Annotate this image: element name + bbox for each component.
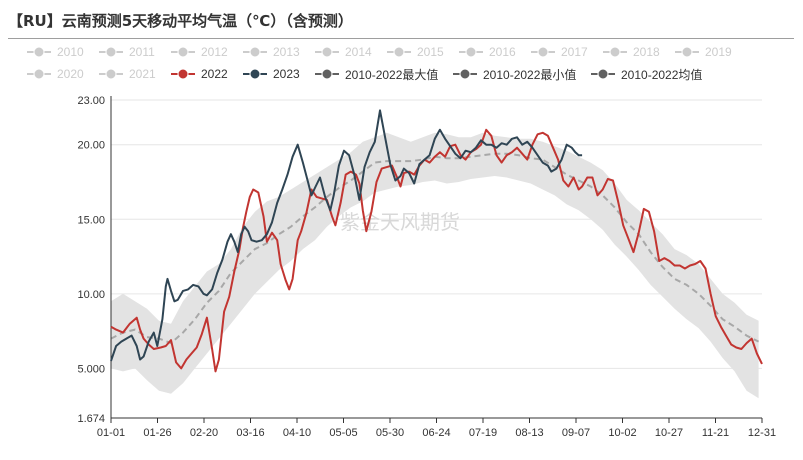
legend-marker-icon bbox=[27, 46, 51, 58]
legend-marker-icon bbox=[99, 46, 123, 58]
legend-marker-icon bbox=[603, 46, 627, 58]
x-tick-label: 11-21 bbox=[702, 427, 729, 439]
legend-marker-icon bbox=[243, 46, 267, 58]
legend-item-2016[interactable]: 2016 bbox=[458, 42, 516, 62]
chart-title: 【RU】云南预测5天移动平均气温（℃）（含预测） bbox=[8, 12, 353, 30]
x-tick-label: 05-30 bbox=[376, 427, 404, 439]
legend-item-2018[interactable]: 2018 bbox=[602, 42, 660, 62]
title-divider bbox=[8, 38, 794, 39]
x-tick-label: 05-05 bbox=[329, 427, 357, 439]
x-tick-label: 06-24 bbox=[422, 427, 450, 439]
x-tick-label: 09-07 bbox=[562, 427, 590, 439]
legend-label: 2010-2022最大值 bbox=[345, 67, 439, 82]
legend-label: 2019 bbox=[705, 45, 732, 59]
x-tick-label: 08-13 bbox=[515, 427, 543, 439]
y-tick-label: 23.00 bbox=[77, 95, 105, 107]
x-tick-label: 10-27 bbox=[655, 427, 683, 439]
y-tick-label: 5.000 bbox=[77, 363, 105, 375]
legend-label: 2017 bbox=[561, 45, 588, 59]
legend-marker-icon bbox=[99, 68, 123, 80]
legend-item-2014[interactable]: 2014 bbox=[314, 42, 372, 62]
watermark-text: 紫金天风期货 bbox=[340, 210, 460, 234]
legend-label: 2012 bbox=[201, 45, 228, 59]
legend-marker-icon bbox=[387, 46, 411, 58]
legend-marker-icon bbox=[675, 46, 699, 58]
x-tick-label: 02-20 bbox=[190, 427, 218, 439]
x-tick-label: 01-26 bbox=[143, 427, 171, 439]
legend-item-2010-2022-[interactable]: 2010-2022最小值 bbox=[452, 64, 576, 84]
legend-label: 2020 bbox=[57, 67, 84, 81]
legend-label: 2016 bbox=[489, 45, 516, 59]
y-tick-label: 1.674 bbox=[77, 413, 105, 425]
legend-marker-icon bbox=[243, 68, 267, 80]
x-tick-label: 10-02 bbox=[608, 427, 636, 439]
legend-label: 2010 bbox=[57, 45, 84, 59]
legend-label: 2015 bbox=[417, 45, 444, 59]
legend-marker-icon bbox=[315, 46, 339, 58]
legend-label: 2018 bbox=[633, 45, 660, 59]
legend-item-2021[interactable]: 2021 bbox=[98, 64, 156, 84]
legend-label: 2011 bbox=[129, 45, 155, 59]
legend-marker-icon bbox=[171, 46, 195, 58]
legend-item-2013[interactable]: 2013 bbox=[242, 42, 300, 62]
legend-item-2010-2022-[interactable]: 2010-2022均值 bbox=[590, 64, 702, 84]
y-tick-label: 20.00 bbox=[77, 140, 105, 152]
legend-item-2011[interactable]: 2011 bbox=[98, 42, 155, 62]
x-tick-label: 07-19 bbox=[469, 427, 497, 439]
x-tick-label: 04-10 bbox=[283, 427, 311, 439]
legend-item-2023[interactable]: 2023 bbox=[242, 64, 300, 84]
legend-label: 2022 bbox=[201, 67, 228, 81]
legend-label: 2023 bbox=[273, 67, 300, 81]
y-tick-label: 10.00 bbox=[77, 289, 105, 301]
legend-label: 2013 bbox=[273, 45, 300, 59]
y-tick-label: 15.00 bbox=[77, 214, 105, 226]
legend-item-2017[interactable]: 2017 bbox=[530, 42, 588, 62]
legend-marker-icon bbox=[27, 68, 51, 80]
legend-label: 2010-2022最小值 bbox=[483, 67, 577, 82]
x-tick-label: 03-16 bbox=[236, 427, 264, 439]
min-max-band bbox=[111, 132, 759, 399]
x-tick-label: 12-31 bbox=[748, 427, 776, 439]
legend-marker-icon bbox=[531, 46, 555, 58]
legend-marker-icon bbox=[453, 68, 477, 80]
legend-label: 2010-2022均值 bbox=[621, 67, 703, 82]
legend-item-2020[interactable]: 2020 bbox=[26, 64, 84, 84]
legend-marker-icon bbox=[459, 46, 483, 58]
legend-item-2019[interactable]: 2019 bbox=[674, 42, 732, 62]
legend-item-2022[interactable]: 2022 bbox=[170, 64, 228, 84]
legend-marker-icon bbox=[591, 68, 615, 80]
legend-item-2010[interactable]: 2010 bbox=[26, 42, 84, 62]
legend-label: 2021 bbox=[129, 67, 156, 81]
legend-marker-icon bbox=[315, 68, 339, 80]
legend-item-2010-2022-[interactable]: 2010-2022最大值 bbox=[314, 64, 438, 84]
x-tick-label: 01-01 bbox=[97, 427, 125, 439]
legend-item-2015[interactable]: 2015 bbox=[386, 42, 444, 62]
legend-item-2012[interactable]: 2012 bbox=[170, 42, 228, 62]
series-line-2023 bbox=[110, 109, 583, 362]
legend-marker-icon bbox=[171, 68, 195, 80]
legend-label: 2014 bbox=[345, 45, 372, 59]
